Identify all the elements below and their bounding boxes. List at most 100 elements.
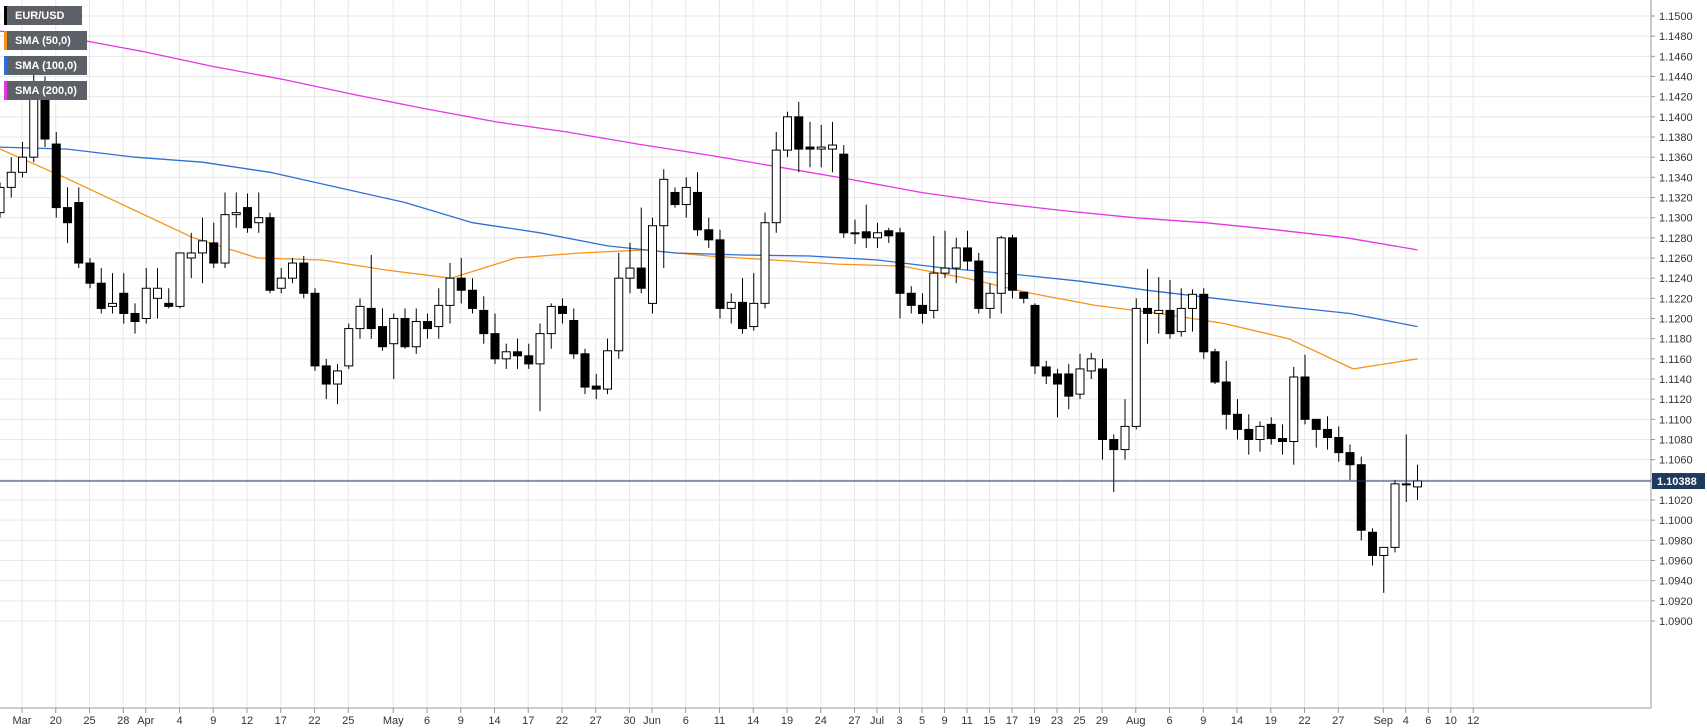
x-axis: Mar 20 25 28 Apr 4 9 12 17 22 25 May 6 9 14 17 22 27 30 Jun… — [13, 708, 1479, 727]
candle-up — [771, 149, 781, 224]
candle-down — [378, 326, 387, 348]
current-price-marker: 1.10388 — [0, 473, 1705, 490]
candle-down — [96, 282, 106, 309]
candle-up — [344, 328, 354, 367]
candle-down — [1300, 376, 1310, 420]
candle-down — [1233, 413, 1242, 430]
candle-down — [51, 143, 61, 209]
current-price-label: 1.10388 — [1657, 476, 1697, 488]
candle-up — [1154, 309, 1164, 314]
x-tick-label: 6 — [1425, 715, 1431, 727]
candle-up — [1401, 483, 1411, 486]
x-tick-label: 14 — [488, 715, 500, 727]
candle-up — [1289, 376, 1299, 443]
candle-down — [456, 277, 466, 291]
candle-up — [153, 287, 162, 299]
candle-down — [693, 191, 702, 231]
x-tick-label: 12 — [241, 715, 253, 727]
candle-down — [1221, 381, 1231, 415]
y-tick-label: 1.1220 — [1659, 293, 1693, 305]
y-tick-label: 1.1480 — [1659, 31, 1693, 43]
candle-up — [29, 91, 39, 158]
candle-down — [130, 312, 140, 323]
candle-up — [1120, 425, 1130, 451]
candle-up — [1255, 425, 1265, 440]
x-tick-label: 20 — [50, 715, 62, 727]
candle-down — [558, 305, 567, 314]
candle-down — [1266, 423, 1276, 439]
candle-up — [940, 267, 950, 274]
x-tick-label: 15 — [983, 715, 995, 727]
candle-down — [1030, 304, 1040, 367]
candle-down — [1210, 351, 1220, 383]
x-tick-label: 6 — [1166, 715, 1172, 727]
x-tick-label: 5 — [919, 715, 925, 727]
x-tick-label: 14 — [747, 715, 759, 727]
x-tick-label: 9 — [458, 715, 464, 727]
x-tick-label: Mar — [13, 715, 32, 727]
candle-up — [411, 321, 421, 348]
candle-down — [1019, 291, 1029, 299]
legend-sma-200[interactable]: SMA (200,0) — [4, 81, 87, 100]
candle-down — [963, 247, 972, 262]
x-tick-label: 4 — [176, 715, 182, 727]
candle-down — [1165, 309, 1175, 335]
legend-eurusd[interactable]: EUR/USD — [4, 6, 82, 25]
candle-down — [299, 262, 309, 294]
candle-down — [670, 191, 680, 206]
candle-down — [906, 292, 916, 306]
y-tick-label: 1.1400 — [1659, 112, 1693, 124]
y-tick-label: 1.1080 — [1659, 435, 1693, 447]
candle-down — [513, 351, 522, 357]
y-tick-label: 1.0900 — [1659, 616, 1693, 628]
x-tick-label: 6 — [683, 715, 689, 727]
x-tick-label: 11 — [961, 715, 972, 727]
candle-down — [74, 202, 84, 264]
x-tick-label: 22 — [308, 715, 320, 727]
candle-up — [108, 302, 117, 307]
candle-up — [535, 333, 545, 365]
candle-up — [1390, 483, 1400, 548]
current-price-tag — [1652, 473, 1705, 490]
plot-area[interactable] — [0, 0, 1651, 708]
candle-up — [546, 305, 556, 335]
y-tick-label: 1.0960 — [1659, 556, 1693, 568]
y-tick-label: 1.1440 — [1659, 72, 1693, 84]
candle-down — [265, 217, 275, 291]
legend-sma-50[interactable]: SMA (50,0) — [4, 31, 87, 50]
candle-up — [929, 272, 939, 311]
candle-up — [1075, 368, 1085, 395]
x-tick-label: 9 — [941, 715, 947, 727]
candle-up — [1086, 358, 1096, 372]
candle-up — [186, 252, 196, 259]
candle-down — [468, 289, 477, 309]
candle-down — [895, 232, 905, 294]
candle-up — [850, 232, 860, 235]
candle-down — [591, 385, 601, 390]
legend-label: SMA (200,0) — [15, 84, 77, 97]
x-tick-label: 11 — [714, 715, 725, 727]
candle-down — [704, 229, 714, 241]
y-tick-label: 1.0940 — [1659, 576, 1693, 588]
candle-up — [501, 351, 511, 360]
candle-up — [1379, 546, 1389, 556]
candle-down — [580, 353, 590, 388]
x-tick-label: 27 — [1332, 715, 1344, 727]
candle-down — [321, 365, 331, 385]
candlesticks — [0, 68, 1422, 593]
x-tick-label: 17 — [522, 715, 534, 727]
y-tick-label: 1.1200 — [1659, 314, 1693, 326]
x-tick-label: 6 — [424, 715, 430, 727]
candle-up — [141, 287, 151, 319]
legend-sma-100[interactable]: SMA (100,0) — [4, 56, 87, 75]
candle-down — [1064, 373, 1074, 397]
y-tick-label: 1.1060 — [1659, 455, 1693, 467]
candle-up — [749, 302, 759, 328]
candle-up — [996, 237, 1006, 294]
y-tick-label: 1.0980 — [1659, 535, 1693, 547]
candle-up — [355, 305, 365, 330]
candle-down — [209, 242, 219, 264]
candle-down — [1199, 293, 1209, 353]
x-tick-label: 27 — [848, 715, 860, 727]
